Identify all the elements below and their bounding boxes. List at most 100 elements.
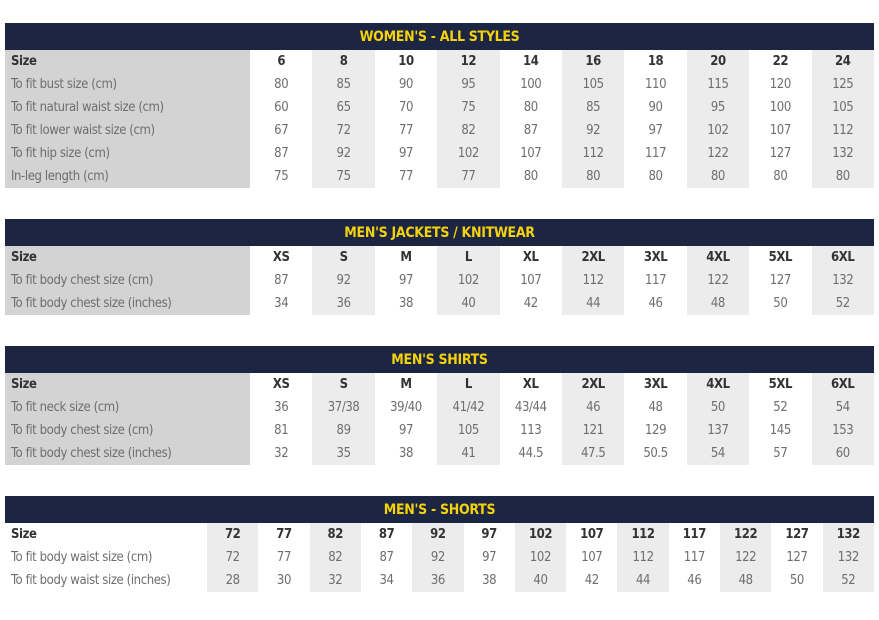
value-cell: 41/42 — [437, 396, 500, 419]
row-label: To fit hip size (cm) — [5, 142, 251, 165]
table-row: To fit bust size (cm) 80 85 90 95 100 105 110 11… — [5, 73, 874, 96]
value-cell: 97 — [398, 146, 414, 161]
value-cell: 52 — [822, 569, 874, 592]
size-cell: M — [400, 377, 412, 392]
size-cell: 112 — [617, 523, 669, 546]
value-cell: 77 — [398, 123, 414, 138]
size-header-row: Size XS S M L XL 2XL 3XL 4XL 5XL 6XL — [5, 246, 874, 269]
value-cell: 92 — [412, 546, 464, 569]
value-cell: 42 — [584, 573, 599, 588]
value-cell: 117 — [644, 146, 667, 161]
size-cell: 24 — [811, 50, 874, 73]
row-label: To fit body waist size (cm) — [11, 550, 153, 565]
value-cell: 77 — [437, 165, 500, 188]
value-cell: 87 — [274, 146, 289, 161]
value-cell: 121 — [561, 419, 625, 442]
value-cell: 112 — [811, 119, 874, 142]
value-cell: 105 — [811, 96, 874, 119]
value-cell: 82 — [437, 119, 500, 142]
table-row: To fit body chest size (inches) 32 35 38 41 4… — [5, 442, 874, 465]
value-cell: 112 — [561, 142, 625, 165]
value-cell: 110 — [644, 77, 667, 92]
value-cell: 127 — [786, 550, 808, 565]
value-cell: 57 — [773, 446, 788, 461]
value-cell: 100 — [520, 77, 542, 92]
row-label: In-leg length (cm) — [5, 165, 251, 188]
value-cell: 44 — [617, 569, 669, 592]
table-row: To fit body chest size (cm) 87 92 97 102 107 1… — [5, 269, 874, 292]
size-cell: 6XL — [811, 246, 874, 269]
table-row: To fit natural waist size (cm) 60 65 70 75 80… — [5, 96, 874, 119]
value-cell: 75 — [274, 169, 289, 184]
size-cell: 6 — [277, 54, 286, 69]
value-cell: 122 — [720, 546, 772, 569]
value-cell: 97 — [648, 123, 663, 138]
size-cell: 117 — [682, 527, 707, 542]
value-cell: 80 — [686, 165, 750, 188]
value-cell: 47.5 — [561, 442, 625, 465]
value-cell: 97 — [398, 273, 414, 288]
value-cell: 70 — [398, 100, 414, 115]
table-row: In-leg length (cm) 75 75 77 77 80 80 80 80 80 80 — [5, 165, 874, 188]
size-cell: XS — [272, 250, 290, 265]
value-cell: 28 — [207, 569, 259, 592]
value-cell: 46 — [561, 396, 625, 419]
value-cell: 46 — [648, 296, 663, 311]
table-title: MEN'S JACKETS / KNITWEAR — [5, 219, 874, 246]
value-cell: 37/38 — [312, 396, 375, 419]
value-cell: 80 — [773, 169, 788, 184]
size-cell: 5XL — [768, 377, 793, 392]
value-cell: 40 — [514, 569, 567, 592]
size-cell: 82 — [309, 523, 361, 546]
value-cell: 92 — [312, 142, 375, 165]
value-cell: 80 — [561, 165, 625, 188]
size-cell: 22 — [772, 54, 789, 69]
size-cell: L — [437, 373, 500, 396]
value-cell: 102 — [437, 269, 500, 292]
value-cell: 145 — [769, 423, 792, 438]
value-cell: 48 — [648, 400, 663, 415]
value-cell: 80 — [523, 100, 538, 115]
value-cell: 153 — [811, 419, 874, 442]
value-cell: 107 — [581, 550, 603, 565]
mens-jackets-size-table: MEN'S JACKETS / KNITWEAR Size XS S M L XL 2XL 3… — [5, 219, 874, 315]
size-cell: 122 — [720, 523, 772, 546]
mens-shirts-size-table: MEN'S SHIRTS Size XS S M L XL 2XL 3XL 4XL 5XL 6XL T… — [5, 346, 874, 465]
value-cell: 95 — [437, 73, 500, 96]
size-cell: M — [400, 250, 412, 265]
value-cell: 87 — [523, 123, 538, 138]
value-cell: 112 — [561, 269, 625, 292]
value-cell: 95 — [686, 96, 750, 119]
value-cell: 102 — [514, 546, 567, 569]
mens-shorts-size-table: MEN'S - SHORTS Size 72 77 82 87 92 97 102 107 112… — [5, 496, 874, 592]
value-cell: 50.5 — [643, 446, 668, 461]
value-cell: 90 — [648, 100, 663, 115]
value-cell: 67 — [274, 123, 289, 138]
value-cell: 137 — [686, 419, 750, 442]
value-cell: 36 — [312, 292, 375, 315]
value-cell: 112 — [617, 546, 669, 569]
value-cell: 132 — [811, 269, 874, 292]
value-cell: 34 — [274, 296, 289, 311]
size-cell: 127 — [785, 527, 809, 542]
value-cell: 87 — [379, 550, 394, 565]
size-cell: 10 — [398, 54, 414, 69]
value-cell: 87 — [274, 273, 289, 288]
row-label: Size — [5, 50, 251, 73]
value-cell: 48 — [720, 569, 772, 592]
value-cell: 105 — [437, 419, 500, 442]
table-row: To fit body waist size (cm) 72 77 82 87 92 97 1… — [5, 546, 874, 569]
value-cell: 38 — [398, 296, 414, 311]
value-cell: 120 — [769, 77, 792, 92]
value-cell: 52 — [811, 292, 874, 315]
value-cell: 82 — [309, 546, 361, 569]
size-cell: 20 — [686, 50, 750, 73]
size-cell: 4XL — [686, 373, 750, 396]
table-title: MEN'S - SHORTS — [5, 496, 874, 523]
value-cell: 85 — [561, 96, 625, 119]
value-cell: 80 — [648, 169, 663, 184]
value-cell: 50 — [686, 396, 750, 419]
row-label: Size — [5, 246, 251, 269]
value-cell: 80 — [811, 165, 874, 188]
table-row: To fit body chest size (cm) 81 89 97 105 113 1… — [5, 419, 874, 442]
